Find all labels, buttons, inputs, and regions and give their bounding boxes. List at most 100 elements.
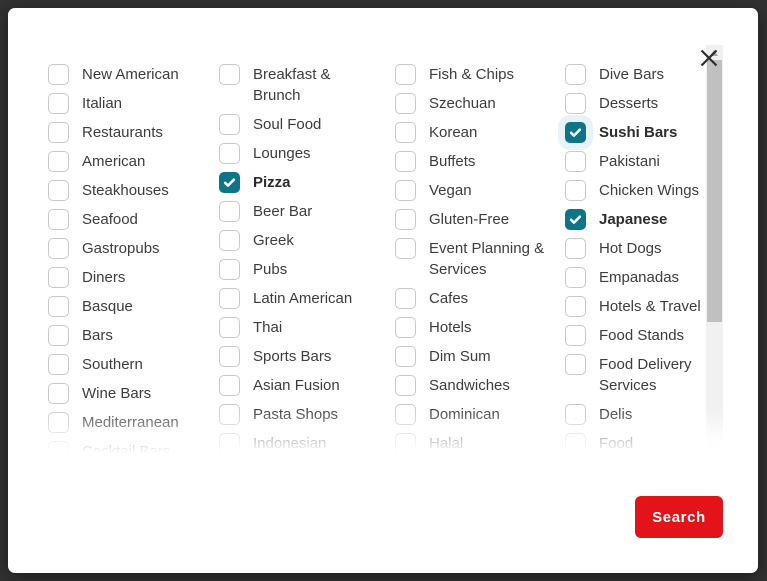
- checkbox-unchecked-icon[interactable]: [565, 296, 586, 317]
- checkbox-unchecked-icon[interactable]: [395, 317, 416, 338]
- checkbox-unchecked-icon[interactable]: [565, 93, 586, 114]
- category-option-dominican[interactable]: Dominican: [395, 404, 565, 425]
- checkbox-unchecked-icon[interactable]: [565, 238, 586, 259]
- checkbox-unchecked-icon[interactable]: [219, 230, 240, 251]
- checkbox-unchecked-icon[interactable]: [48, 267, 69, 288]
- checkbox-unchecked-icon[interactable]: [48, 412, 69, 433]
- checkbox-unchecked-icon[interactable]: [219, 433, 240, 454]
- checkbox-unchecked-icon[interactable]: [395, 180, 416, 201]
- category-option-szechuan[interactable]: Szechuan: [395, 93, 565, 114]
- checkbox-unchecked-icon[interactable]: [219, 375, 240, 396]
- category-option-seafood[interactable]: Seafood: [48, 209, 219, 230]
- checkbox-unchecked-icon[interactable]: [565, 151, 586, 172]
- checkbox-unchecked-icon[interactable]: [48, 93, 69, 114]
- checkbox-unchecked-icon[interactable]: [565, 267, 586, 288]
- checkbox-unchecked-icon[interactable]: [395, 122, 416, 143]
- category-option-pakistani[interactable]: Pakistani: [565, 151, 724, 172]
- checkbox-unchecked-icon[interactable]: [48, 296, 69, 317]
- checkbox-unchecked-icon[interactable]: [48, 238, 69, 259]
- category-option-buffets[interactable]: Buffets: [395, 151, 565, 172]
- category-option-japanese[interactable]: Japanese: [565, 209, 724, 230]
- checkbox-unchecked-icon[interactable]: [48, 151, 69, 172]
- search-button[interactable]: Search: [635, 496, 723, 538]
- checkbox-checked-icon[interactable]: [219, 172, 240, 193]
- category-option-basque[interactable]: Basque: [48, 296, 219, 317]
- checkbox-unchecked-icon[interactable]: [48, 383, 69, 404]
- category-option-steakhouses[interactable]: Steakhouses: [48, 180, 219, 201]
- checkbox-unchecked-icon[interactable]: [219, 346, 240, 367]
- category-option-dim-sum[interactable]: Dim Sum: [395, 346, 565, 367]
- category-option-latin-american[interactable]: Latin American: [219, 288, 395, 309]
- checkbox-unchecked-icon[interactable]: [395, 433, 416, 454]
- category-option-cafes[interactable]: Cafes: [395, 288, 565, 309]
- checkbox-unchecked-icon[interactable]: [48, 122, 69, 143]
- checkbox-unchecked-icon[interactable]: [48, 441, 69, 456]
- category-option-hotels-travel[interactable]: Hotels & Travel: [565, 296, 724, 317]
- category-option-vegan[interactable]: Vegan: [395, 180, 565, 201]
- category-option-food[interactable]: Food: [565, 433, 724, 454]
- category-option-chicken-wings[interactable]: Chicken Wings: [565, 180, 724, 201]
- checkbox-unchecked-icon[interactable]: [48, 180, 69, 201]
- checkbox-unchecked-icon[interactable]: [565, 180, 586, 201]
- category-option-event-planning-services[interactable]: Event Planning & Services: [395, 238, 565, 280]
- category-option-sports-bars[interactable]: Sports Bars: [219, 346, 395, 367]
- checkbox-unchecked-icon[interactable]: [565, 354, 586, 375]
- category-option-bars[interactable]: Bars: [48, 325, 219, 346]
- category-option-food-delivery-services[interactable]: Food Delivery Services: [565, 354, 724, 396]
- checkbox-unchecked-icon[interactable]: [565, 64, 586, 85]
- checkbox-unchecked-icon[interactable]: [565, 325, 586, 346]
- checkbox-unchecked-icon[interactable]: [395, 375, 416, 396]
- scrollbar-thumb[interactable]: [707, 60, 722, 322]
- category-option-sushi-bars[interactable]: Sushi Bars: [565, 122, 724, 143]
- category-option-breakfast-brunch[interactable]: Breakfast & Brunch: [219, 64, 395, 106]
- checkbox-unchecked-icon[interactable]: [48, 209, 69, 230]
- checkbox-unchecked-icon[interactable]: [395, 404, 416, 425]
- category-option-pizza[interactable]: Pizza: [219, 172, 395, 193]
- category-option-thai[interactable]: Thai: [219, 317, 395, 338]
- category-option-korean[interactable]: Korean: [395, 122, 565, 143]
- checkbox-unchecked-icon[interactable]: [395, 93, 416, 114]
- category-option-pubs[interactable]: Pubs: [219, 259, 395, 280]
- checkbox-unchecked-icon[interactable]: [565, 433, 586, 454]
- checkbox-unchecked-icon[interactable]: [219, 114, 240, 135]
- category-option-halal[interactable]: Halal: [395, 433, 565, 454]
- category-option-soul-food[interactable]: Soul Food: [219, 114, 395, 135]
- category-option-sandwiches[interactable]: Sandwiches: [395, 375, 565, 396]
- checkbox-unchecked-icon[interactable]: [395, 346, 416, 367]
- category-option-lounges[interactable]: Lounges: [219, 143, 395, 164]
- scrollbar[interactable]: [706, 45, 723, 460]
- category-option-indonesian[interactable]: Indonesian: [219, 433, 395, 454]
- category-option-asian-fusion[interactable]: Asian Fusion: [219, 375, 395, 396]
- category-option-gluten-free[interactable]: Gluten-Free: [395, 209, 565, 230]
- checkbox-unchecked-icon[interactable]: [395, 151, 416, 172]
- checkbox-unchecked-icon[interactable]: [395, 209, 416, 230]
- category-option-restaurants[interactable]: Restaurants: [48, 122, 219, 143]
- category-option-diners[interactable]: Diners: [48, 267, 219, 288]
- checkbox-checked-icon[interactable]: [565, 209, 586, 230]
- checkbox-checked-icon[interactable]: [565, 122, 586, 143]
- category-option-pasta-shops[interactable]: Pasta Shops: [219, 404, 395, 425]
- checkbox-unchecked-icon[interactable]: [48, 64, 69, 85]
- category-option-hot-dogs[interactable]: Hot Dogs: [565, 238, 724, 259]
- checkbox-unchecked-icon[interactable]: [395, 64, 416, 85]
- checkbox-unchecked-icon[interactable]: [219, 317, 240, 338]
- category-option-greek[interactable]: Greek: [219, 230, 395, 251]
- category-option-southern[interactable]: Southern: [48, 354, 219, 375]
- checkbox-unchecked-icon[interactable]: [48, 354, 69, 375]
- category-option-beer-bar[interactable]: Beer Bar: [219, 201, 395, 222]
- checkbox-unchecked-icon[interactable]: [565, 404, 586, 425]
- close-button[interactable]: [697, 46, 721, 70]
- category-option-hotels[interactable]: Hotels: [395, 317, 565, 338]
- category-option-desserts[interactable]: Desserts: [565, 93, 724, 114]
- category-option-food-stands[interactable]: Food Stands: [565, 325, 724, 346]
- checkbox-unchecked-icon[interactable]: [219, 259, 240, 280]
- checkbox-unchecked-icon[interactable]: [219, 64, 240, 85]
- checkbox-unchecked-icon[interactable]: [395, 288, 416, 309]
- category-option-empanadas[interactable]: Empanadas: [565, 267, 724, 288]
- category-option-wine-bars[interactable]: Wine Bars: [48, 383, 219, 404]
- category-option-american[interactable]: American: [48, 151, 219, 172]
- checkbox-unchecked-icon[interactable]: [395, 238, 416, 259]
- checkbox-unchecked-icon[interactable]: [219, 201, 240, 222]
- checkbox-unchecked-icon[interactable]: [219, 288, 240, 309]
- category-option-fish-chips[interactable]: Fish & Chips: [395, 64, 565, 85]
